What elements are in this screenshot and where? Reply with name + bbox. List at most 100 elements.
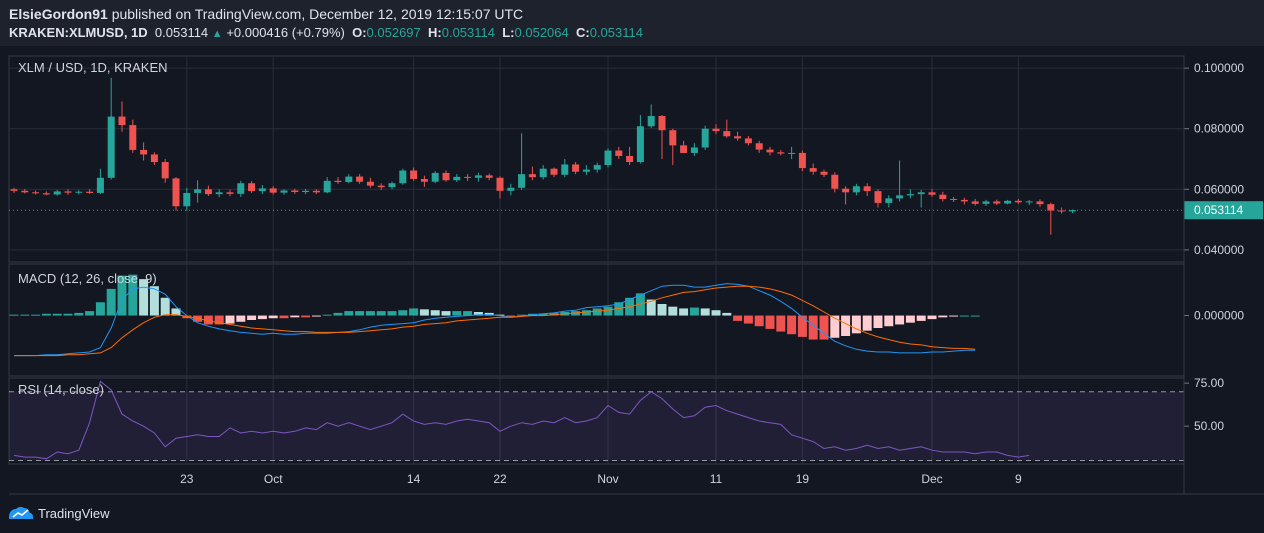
open-value: 0.052697	[366, 25, 421, 40]
macd-histogram-bar	[301, 315, 311, 318]
candle-body	[550, 168, 558, 175]
candle-body	[615, 150, 623, 156]
candle-body	[1025, 201, 1033, 203]
signal-line	[14, 285, 976, 357]
candle-body	[950, 198, 958, 200]
candle-body	[993, 201, 1001, 204]
macd-histogram-bar	[895, 315, 905, 325]
candle-body	[982, 201, 990, 204]
macd-histogram-bar	[398, 310, 408, 316]
candle-body	[204, 189, 212, 195]
candle-body	[885, 198, 893, 203]
candle-body	[485, 175, 493, 178]
macd-histogram-bar	[63, 313, 73, 316]
candle-body	[86, 191, 94, 193]
macd-histogram-bar	[225, 315, 235, 324]
candle-body	[842, 188, 850, 193]
macd-histogram-bar	[851, 315, 861, 334]
macd-histogram-bar	[538, 313, 548, 316]
macd-histogram-bar	[581, 310, 591, 316]
candle-body	[518, 174, 526, 188]
macd-histogram-bar	[722, 312, 732, 316]
macd-histogram-bar	[376, 311, 386, 316]
macd-histogram-bar	[970, 315, 980, 317]
candle-body	[744, 138, 752, 144]
macd-histogram-bar	[473, 312, 483, 316]
candle-body	[690, 147, 698, 153]
candle-body	[140, 149, 148, 155]
rsi-y-tick-label: 75.00	[1194, 376, 1224, 390]
candle-body	[906, 194, 914, 196]
tradingview-logo-icon[interactable]	[8, 505, 34, 521]
candle-body	[528, 174, 536, 178]
macd-histogram-bar	[862, 315, 872, 331]
macd-histogram-bar	[279, 315, 289, 319]
x-tick-label: 19	[796, 472, 810, 486]
price-change: +0.000416 (+0.79%)	[226, 25, 345, 40]
macd-histogram-bar	[938, 315, 948, 318]
macd-histogram-bar	[711, 310, 721, 316]
candle-body	[755, 143, 763, 150]
macd-histogram-bar	[463, 311, 473, 316]
candle-body	[820, 171, 828, 175]
tradingview-brand[interactable]: TradingView	[38, 506, 110, 521]
candle-body	[496, 177, 504, 191]
macd-histogram-bar	[646, 299, 656, 316]
macd-histogram-bar	[333, 312, 343, 316]
author-name[interactable]: ElsieGordon91	[9, 6, 108, 22]
candle-body	[572, 164, 580, 172]
candle-body	[1004, 200, 1012, 204]
candle-body	[334, 180, 342, 183]
candle-body	[291, 190, 299, 193]
candle-body	[183, 192, 191, 207]
macd-histogram-bar	[290, 315, 300, 318]
macd-histogram-bar	[9, 314, 19, 316]
macd-histogram-bar	[31, 314, 41, 316]
macd-histogram-bar	[657, 304, 667, 316]
high-value: 0.053114	[441, 25, 495, 40]
macd-histogram-bar	[949, 315, 959, 317]
candle-body	[150, 154, 158, 163]
macd-histogram-bar	[214, 315, 224, 325]
x-tick-label: 14	[407, 472, 421, 486]
candle-body	[561, 164, 569, 175]
close-label: C:	[575, 25, 590, 40]
macd-histogram-bar	[247, 315, 257, 320]
macd-histogram-bar	[355, 311, 365, 316]
candle-body	[269, 188, 277, 193]
macd-histogram-bar	[74, 312, 84, 316]
footer: TradingView	[0, 495, 1264, 533]
candle-body	[107, 116, 115, 178]
x-tick-label: Dec	[921, 472, 942, 486]
candle-body	[788, 152, 796, 154]
candle-body	[863, 186, 871, 192]
x-tick-label: Oct	[264, 472, 283, 486]
macd-histogram-bar	[916, 315, 926, 321]
price-y-tick-label: 0.080000	[1194, 122, 1244, 136]
candle-body	[96, 177, 104, 193]
low-value: 0.052064	[514, 25, 569, 40]
candle-body	[809, 168, 817, 172]
macd-histogram-bar	[841, 315, 851, 336]
macd-histogram-bar	[776, 315, 786, 332]
chart-canvas[interactable]: 0.100000 0.080000 0.060000 0.040000 0.053114…	[0, 46, 1264, 495]
candle-body	[680, 145, 688, 153]
macd-histogram-bar	[441, 311, 451, 316]
macd-y-tick-label: 0.000000	[1194, 309, 1244, 323]
candle-body	[442, 172, 450, 181]
candle-body	[712, 128, 720, 132]
macd-histogram-bar	[106, 288, 116, 316]
macd-histogram-bar	[797, 315, 807, 337]
macd-histogram-bar	[419, 309, 429, 316]
macd-histogram-bar	[52, 313, 62, 316]
close-value: 0.053114	[589, 25, 643, 40]
candle-body	[64, 191, 72, 193]
candle-body	[777, 152, 785, 154]
macd-histogram-bar	[311, 315, 321, 317]
macd-histogram-bar	[203, 315, 213, 325]
candle-body	[593, 165, 601, 170]
rsi-band-fill	[9, 391, 1184, 461]
candle-body	[280, 190, 288, 193]
published-text: published on TradingView.com, December 1…	[111, 6, 524, 22]
candle-body	[32, 192, 40, 194]
